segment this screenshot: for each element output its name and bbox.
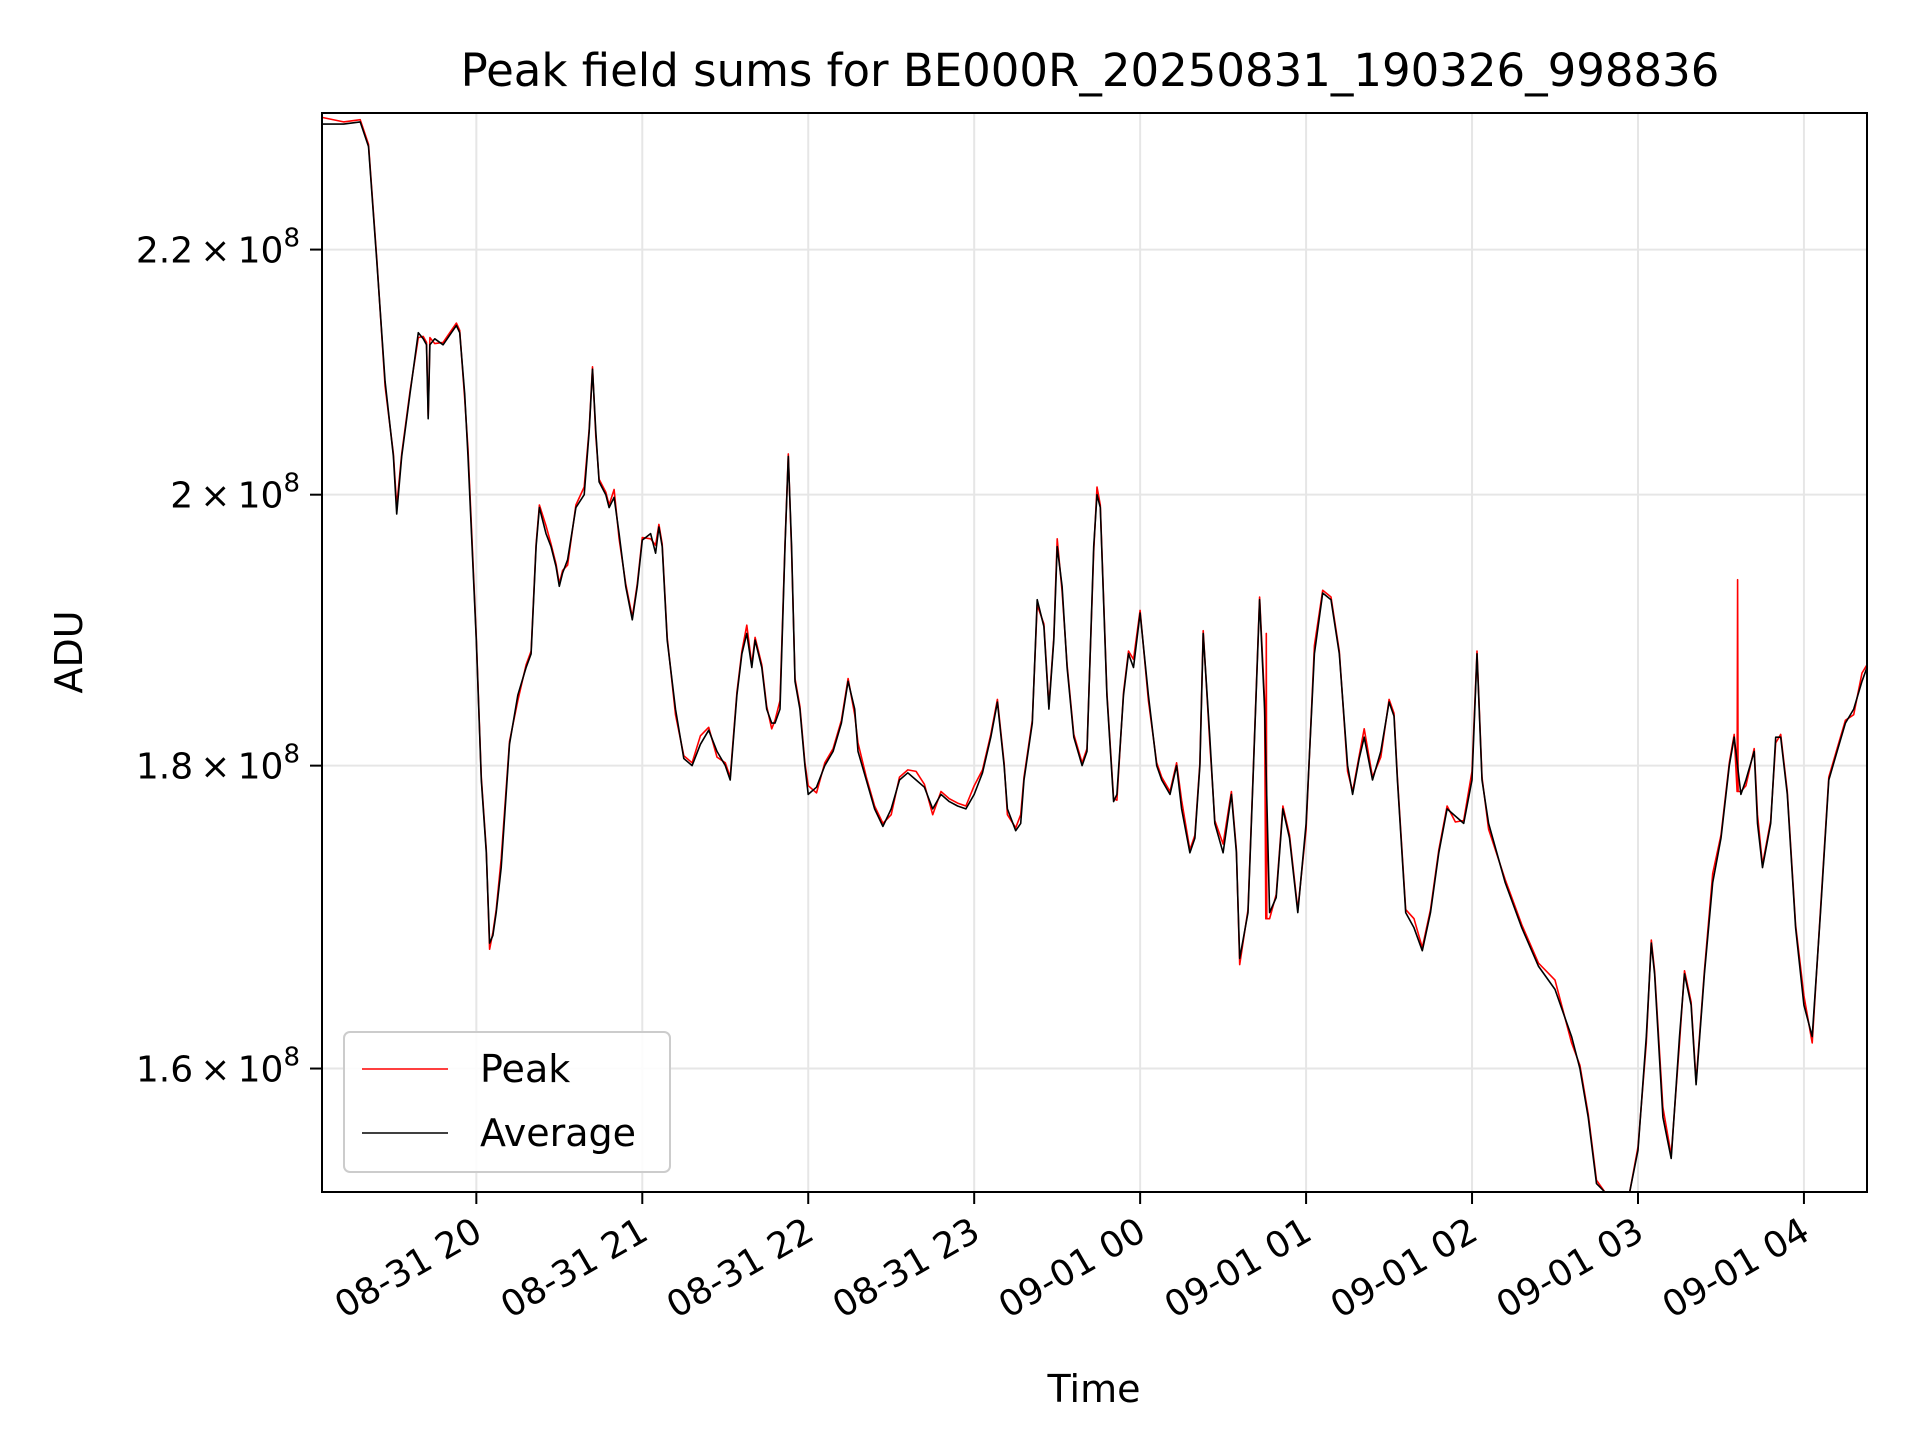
plot-frame — [321, 112, 1868, 1193]
x-tick-label-5: 09-01 01 — [1158, 1210, 1319, 1326]
series-line-average — [322, 121, 1868, 1193]
x-tick-label-1: 08-31 21 — [494, 1210, 655, 1326]
x-axis-label: Time — [1047, 1367, 1141, 1411]
x-tick-label-6: 09-01 02 — [1324, 1210, 1485, 1326]
x-tick-label-4: 09-01 00 — [992, 1210, 1153, 1326]
x-tick-label-0: 08-31 20 — [328, 1210, 489, 1326]
x-tick-label-7: 09-01 03 — [1490, 1210, 1651, 1326]
legend-box — [343, 1031, 671, 1173]
x-axis: 08-31 20 08-31 21 08-31 22 08-31 23 09-01 00… — [328, 1192, 1816, 1327]
plot-series — [321, 116, 1868, 1193]
chart-title: Peak field sums for BE000R_20250831_1903… — [461, 44, 1720, 97]
x-tick-label-3: 08-31 23 — [826, 1210, 987, 1326]
y-axis-label: ADU — [47, 610, 91, 693]
legend: Peak Average — [343, 1031, 671, 1173]
legend-average-label: Average — [480, 1111, 636, 1155]
y-tick-label-3: 2.2 × 108 — [136, 224, 300, 272]
y-axis: 1.6 × 108 1.8 × 108 2 × 108 2.2 × 108 — [136, 224, 322, 1091]
x-tick-label-8: 09-01 04 — [1656, 1210, 1817, 1326]
grid — [322, 113, 1867, 1192]
x-tick-label-2: 08-31 22 — [660, 1210, 821, 1326]
y-tick-label-0: 1.6 × 108 — [136, 1043, 300, 1091]
y-tick-label-1: 1.8 × 108 — [136, 740, 300, 788]
legend-peak-label: Peak — [480, 1047, 570, 1091]
series-line-peak — [321, 116, 1868, 1193]
y-tick-label-2: 2 × 108 — [170, 469, 300, 517]
